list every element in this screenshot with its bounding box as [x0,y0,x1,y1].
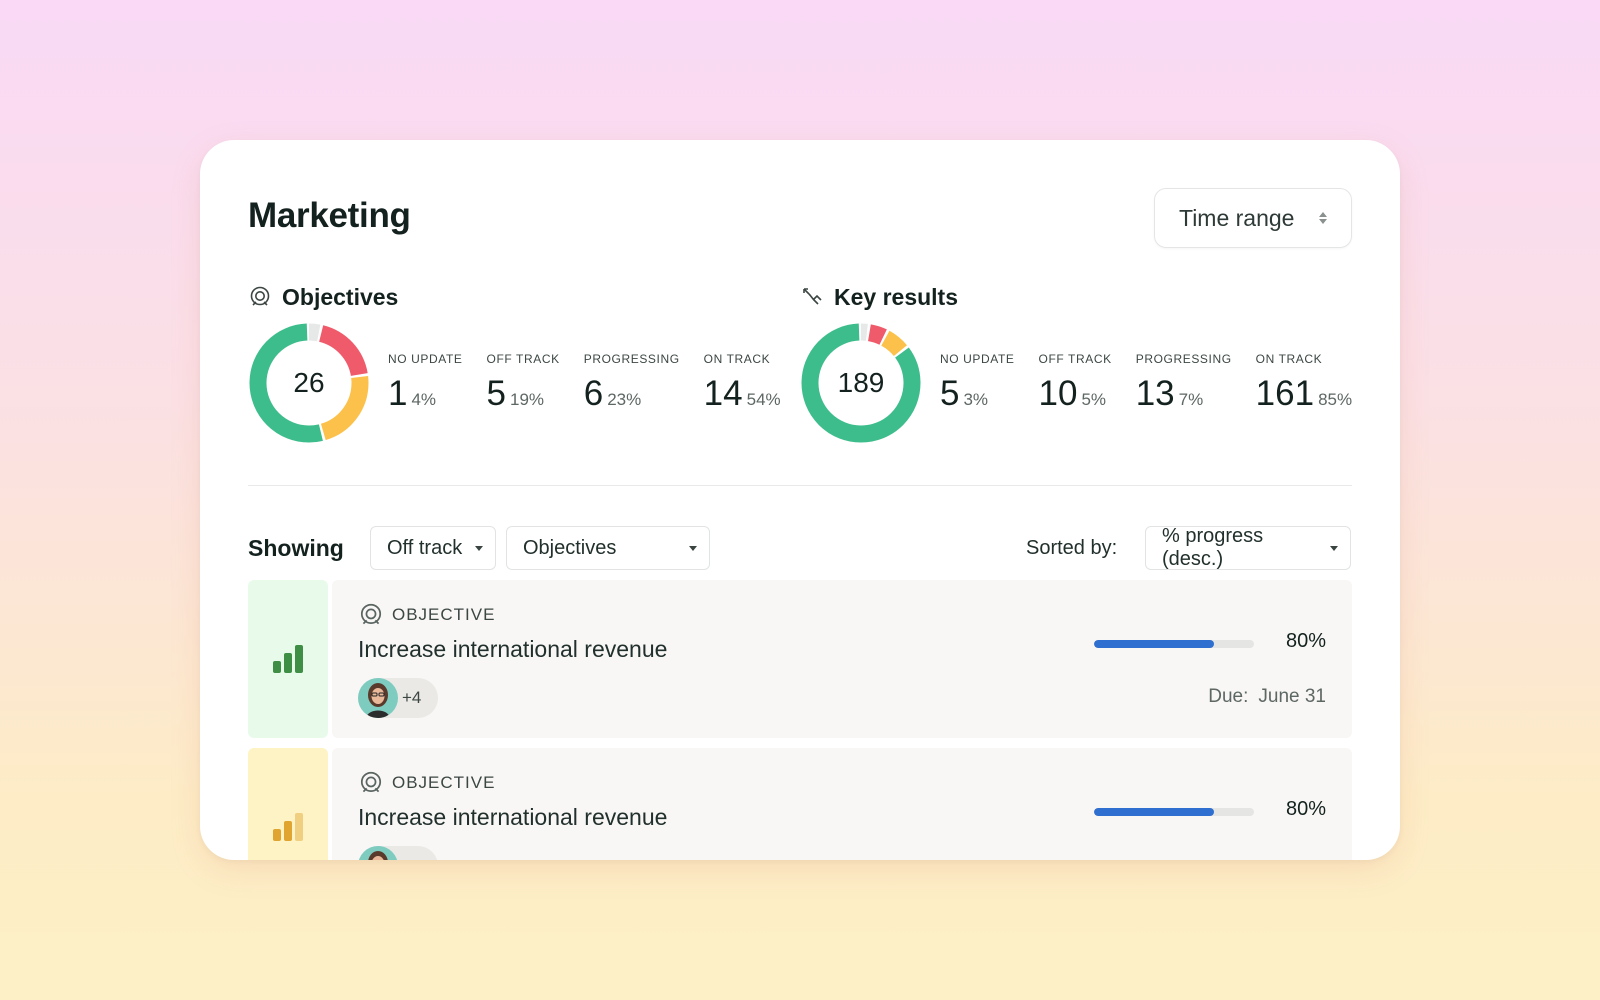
key-results-summary: Key results 189 NO UPDATE 5 3% OFF TRACK … [800,280,1360,444]
status-filter-value: Off track [387,536,463,559]
stat-percent: 23% [607,390,642,409]
signal-bars-icon [273,813,303,841]
stat-percent: 19% [510,390,545,409]
stat-percent: 54% [746,390,781,409]
stat-count: 10 [1038,374,1078,413]
caret-down-icon [475,545,483,551]
sorted-by-label: Sorted by: [1026,537,1118,559]
type-filter-value: Objectives [523,536,617,559]
key-results-donut: 189 [800,322,922,444]
objectives-total: 26 [293,367,325,398]
filter-bar: Showing Off track Objectives Sorted by: … [248,525,1352,570]
progress-percent: 80% [1285,630,1326,652]
due-date: Due: June 31 [1208,686,1326,708]
list-item[interactable]: OBJECTIVE Increase international revenue… [248,748,1352,860]
status-filter-dropdown[interactable]: Off track [370,526,496,570]
key-results-stat-off-track: OFF TRACK 10 5% [1039,352,1112,414]
owners-more-count: +4 [402,688,422,707]
objectives-stat-off-track: OFF TRACK 5 19% [487,352,560,414]
objective-tag: OBJECTIVE [392,605,496,624]
due-label: Due: [1208,686,1249,707]
section-divider [248,485,1352,486]
stat-count: 5 [940,374,960,413]
stat-count: 1 [388,374,408,413]
donut-slice-no-update [249,323,369,443]
objectives-card: Marketing Time range Objectives 26 NO UP… [200,140,1400,860]
stat-label: OFF TRACK [1038,352,1112,366]
objectives-stat-no-update: NO UPDATE 1 4% [388,352,463,414]
owners-group[interactable]: +4 [358,678,438,718]
owners-group[interactable] [358,846,438,860]
stat-count: 14 [703,374,743,413]
stat-label: PROGRESSING [583,352,680,366]
key-results-heading: Key results [834,283,959,310]
stat-percent: 5% [1081,390,1107,409]
signal-bars-icon [273,645,303,673]
key-results-stat-on-track: ON TRACK 161 85% [1256,352,1352,414]
objectives-heading: Objectives [282,283,399,310]
stat-percent: 4% [411,390,437,409]
sort-dropdown[interactable]: % progress (desc.) [1145,525,1351,570]
page-title: Marketing [248,196,411,235]
objective-panel: OBJECTIVE Increase international revenue… [332,748,1352,860]
stat-label: OFF TRACK [486,352,560,366]
stat-label: ON TRACK [703,352,771,366]
due-value: June 31 [1258,686,1326,707]
donut-slice-progressing [249,323,369,443]
caret-down-icon [1330,545,1338,551]
objective-title[interactable]: Increase international revenue [358,804,668,830]
stat-count: 161 [1255,374,1315,413]
stat-percent: 3% [963,390,989,409]
sort-value: % progress (desc.) [1162,525,1264,570]
stat-percent: 85% [1318,390,1353,409]
key-result-icon [803,288,822,305]
key-results-stat-no-update: NO UPDATE 5 3% [940,352,1015,414]
donut-slice-on-track [801,323,921,443]
avatar [358,678,398,718]
progress-percent: 80% [1285,798,1326,820]
time-range-label: Time range [1179,204,1295,231]
target-icon [360,771,382,793]
avatar [358,846,398,860]
objective-panel: OBJECTIVE Increase international revenue… [332,580,1352,738]
stat-percent: 7% [1178,390,1204,409]
objective-title[interactable]: Increase international revenue [358,636,668,662]
progress-bar [1094,808,1254,816]
list-item[interactable]: OBJECTIVE Increase international revenue… [248,580,1352,738]
stat-label: ON TRACK [1255,352,1323,366]
status-indicator [248,580,328,738]
stat-label: NO UPDATE [388,352,463,366]
caret-down-icon [689,545,697,551]
type-filter-dropdown[interactable]: Objectives [506,526,710,570]
key-results-stat-progressing: PROGRESSING 13 7% [1136,352,1232,414]
stat-count: 13 [1135,374,1175,413]
objective-tag: OBJECTIVE [392,773,496,792]
stat-label: PROGRESSING [1135,352,1232,366]
progress-bar [1094,640,1254,648]
target-icon [360,603,382,625]
target-icon [250,286,270,306]
objectives-stat-on-track: ON TRACK 14 54% [704,352,781,414]
stat-count: 5 [486,374,506,413]
sort-arrows-icon [1319,212,1327,224]
objectives-donut: 26 [248,322,370,444]
stat-label: NO UPDATE [940,352,1015,366]
donut-slice-on-track [249,323,369,443]
stat-count: 6 [583,374,604,413]
time-range-select[interactable]: Time range [1154,188,1352,248]
status-indicator [248,748,328,860]
donut-slice-no-update [801,323,921,443]
showing-label: Showing [248,535,344,561]
objectives-stat-progressing: PROGRESSING 6 23% [584,352,680,414]
key-results-total: 189 [837,367,885,398]
